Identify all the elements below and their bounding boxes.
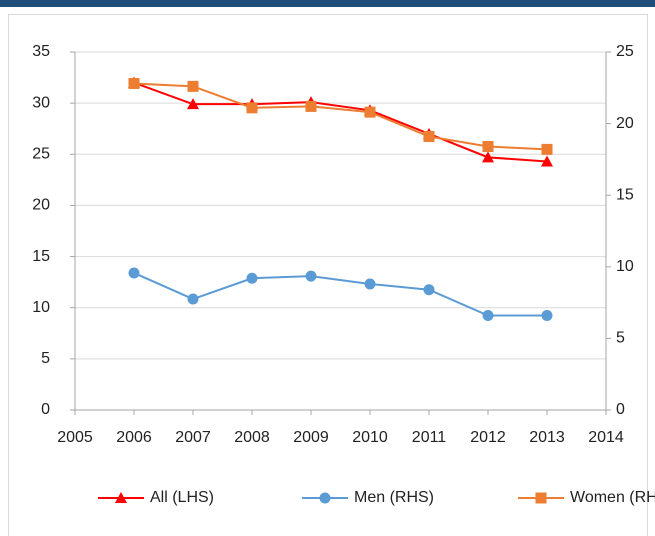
legend-marker: [319, 492, 331, 504]
y2-tick-label: 5: [616, 330, 625, 347]
x-tick-label: 2012: [470, 429, 506, 446]
y2-tick-label: 10: [616, 258, 634, 275]
x-tick-label: 2013: [529, 429, 565, 446]
data-point: [187, 98, 199, 110]
x-tick-label: 2008: [234, 429, 270, 446]
x-tick-label: 2011: [412, 429, 447, 446]
y-tick-label: 25: [32, 146, 50, 163]
legend-label: All (LHS): [150, 489, 214, 506]
y-tick-label: 0: [41, 401, 50, 418]
data-point: [423, 130, 435, 142]
y-tick-label: 10: [32, 299, 50, 316]
data-point: [482, 141, 494, 153]
legend-label: Men (RHS): [354, 489, 434, 506]
data-point: [364, 106, 376, 118]
x-tick-label: 2006: [116, 429, 152, 446]
data-point: [482, 151, 494, 163]
data-point: [541, 155, 553, 167]
chart-frame: [8, 14, 648, 536]
series-line: [133, 81, 548, 163]
x-tick-label: 2010: [352, 429, 388, 446]
legend-marker: [535, 492, 547, 504]
data-point: [423, 284, 435, 296]
data-point: [246, 102, 258, 114]
y2-tick-label: 25: [616, 43, 634, 60]
x-tick-label: 2014: [588, 429, 624, 446]
x-tick-label: 2005: [57, 429, 93, 446]
y-tick-label: 15: [32, 248, 50, 265]
y2-tick-label: 15: [616, 186, 634, 203]
top-bar: [0, 0, 655, 7]
data-point: [482, 309, 494, 321]
data-point: [246, 272, 258, 284]
x-tick-label: 2009: [293, 429, 329, 446]
data-point: [305, 100, 317, 112]
data-point: [364, 278, 376, 290]
y-tick-label: 35: [32, 43, 50, 60]
y-tick-label: 30: [32, 94, 50, 111]
series-line: [133, 272, 547, 317]
series-line: [133, 82, 548, 151]
data-point: [128, 267, 140, 279]
data-point: [541, 309, 553, 321]
y2-tick-label: 20: [616, 115, 634, 132]
data-point: [541, 143, 553, 155]
y-tick-label: 20: [32, 197, 50, 214]
data-point: [128, 78, 140, 90]
legend-label: Women (RHS): [570, 489, 655, 506]
data-point: [305, 270, 317, 282]
y-tick-label: 5: [41, 350, 50, 367]
y2-tick-label: 0: [616, 401, 625, 418]
legend-marker: [115, 492, 127, 503]
data-point: [187, 293, 199, 305]
data-point: [187, 80, 199, 92]
x-tick-label: 2007: [175, 429, 211, 446]
